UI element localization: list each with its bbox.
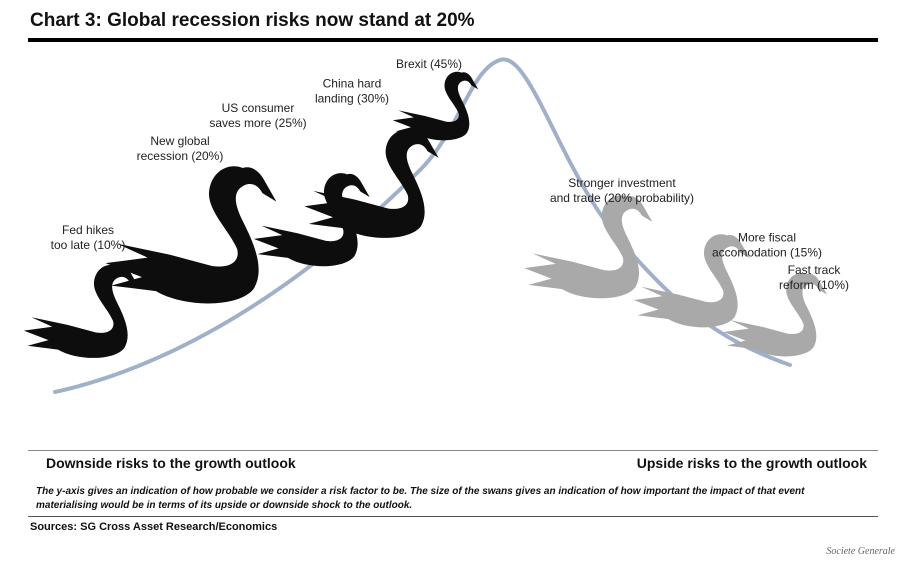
swan-label-2: New global recession (20%) <box>137 134 224 163</box>
swan-label-line: too late (10%) <box>51 238 126 252</box>
swan-label-line: and trade (20% probability) <box>550 191 694 205</box>
swan-label-5: Brexit (45%) <box>396 57 462 71</box>
axis-rule <box>28 450 878 451</box>
title-rule <box>28 38 878 42</box>
swan-label-line: Fed hikes <box>62 223 114 237</box>
swan-label-line: landing (30%) <box>315 92 389 106</box>
swan-label-3: US consumer saves more (25%) <box>209 101 306 130</box>
credit-watermark: Societe Generale <box>826 546 895 557</box>
swan-label-line: Fast track <box>788 263 842 277</box>
swan-marker-4 <box>304 130 439 238</box>
swan-label-4: China hard landing (30%) <box>315 77 389 106</box>
swan-label-line: reform (10%) <box>779 278 849 292</box>
source-rule <box>28 516 878 517</box>
swan-marker-6 <box>524 195 653 299</box>
chart-area: Fed hikes too late (10%) New global recessi… <box>23 57 849 394</box>
swan-marker-2 <box>105 166 277 304</box>
swan-label-line: recession (20%) <box>137 149 224 163</box>
downside-axis-label: Downside risks to the growth outlook <box>46 455 296 471</box>
swan-label-line: accomodation (15%) <box>712 245 822 259</box>
swan-label-1: Fed hikes too late (10%) <box>51 223 126 252</box>
swan-marker-5 <box>392 71 479 141</box>
chart-footnote: The y-axis gives an indication of how pr… <box>36 486 805 511</box>
swan-label-8: Fast track reform (10%) <box>779 263 849 292</box>
upside-axis-label: Upside risks to the growth outlook <box>636 455 867 471</box>
swan-label-line: US consumer <box>222 101 295 115</box>
swan-label-6: Stronger investment and trade (20% probab… <box>550 176 694 205</box>
source-note: Sources: SG Cross Asset Research/Economi… <box>30 521 278 533</box>
swan-label-line: Stronger investment <box>568 176 676 190</box>
swan-label-line: New global <box>150 134 209 148</box>
chart-title: Chart 3: Global recession risks now stan… <box>30 10 475 31</box>
swan-marker-1 <box>23 264 140 358</box>
swan-label-line: More fiscal <box>738 230 796 244</box>
swan-label-7: More fiscal accomodation (15%) <box>712 230 822 259</box>
swan-label-line: saves more (25%) <box>209 116 306 130</box>
swan-label-line: Brexit (45%) <box>396 57 462 71</box>
risk-curve <box>53 57 792 394</box>
swan-label-line: China hard <box>323 77 382 91</box>
